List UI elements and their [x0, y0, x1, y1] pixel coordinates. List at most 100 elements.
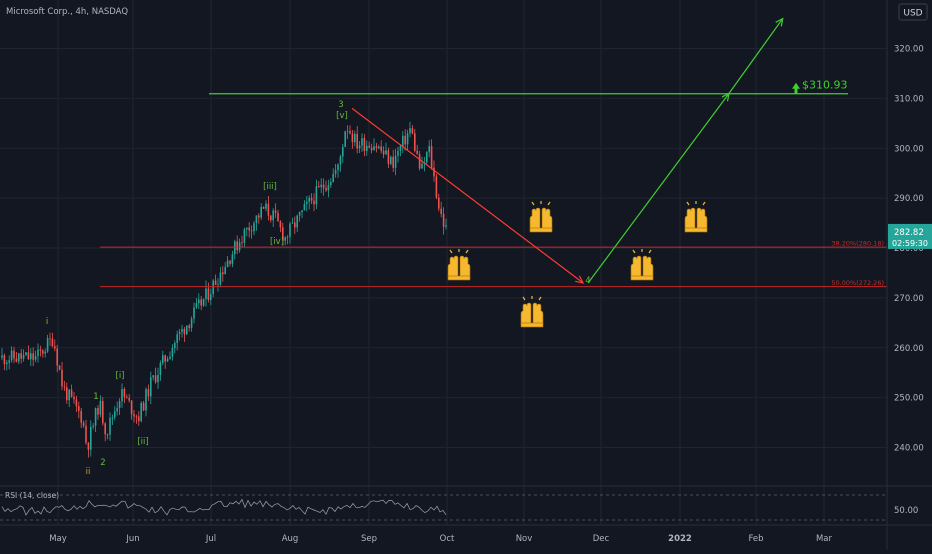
candle-body — [253, 223, 255, 232]
time-tick-label: Dec — [593, 534, 610, 544]
candle-body — [262, 206, 265, 209]
candle-body — [82, 422, 85, 426]
candle-body — [118, 401, 121, 409]
candle-body — [123, 388, 126, 398]
wave-label: [v] — [336, 111, 348, 121]
rsi-pane[interactable] — [0, 494, 887, 521]
candle-body — [181, 328, 183, 332]
candle-body — [166, 358, 169, 362]
candle-body — [92, 425, 94, 427]
price-tick-label: 290.00 — [894, 194, 924, 204]
candle-body — [330, 181, 332, 186]
candle-body — [277, 212, 279, 222]
candle-body — [320, 184, 322, 188]
candle-body — [390, 156, 392, 164]
candle-body — [380, 146, 382, 151]
candle-body — [1, 355, 3, 358]
candle-body — [265, 203, 267, 209]
candle-body — [109, 417, 111, 435]
candle-body — [20, 353, 22, 359]
candle-body — [54, 346, 56, 349]
candle-body — [44, 351, 46, 354]
target-price-label: $310.93 — [802, 79, 848, 92]
candles-layer — [1, 121, 447, 458]
arrow-head-icon — [575, 275, 585, 284]
candle-body — [75, 399, 78, 407]
candle-body — [286, 236, 289, 238]
candle-body — [327, 185, 330, 191]
time-tick-label: May — [49, 534, 67, 544]
candle-body — [416, 150, 418, 155]
time-tick-label: Sep — [361, 534, 377, 544]
candle-body — [200, 299, 202, 306]
candle-body — [78, 406, 80, 411]
candle-body — [421, 163, 423, 169]
candle-body — [87, 442, 90, 450]
projection-down-line[interactable] — [351, 107, 584, 284]
candle-body — [322, 184, 325, 188]
currency-label[interactable]: USD — [903, 9, 922, 19]
candle-body — [164, 355, 166, 362]
candle-body — [210, 294, 212, 301]
candle-body — [310, 197, 313, 201]
wave-label: ii — [86, 467, 91, 477]
candle-body — [186, 325, 188, 335]
candle-body — [241, 242, 243, 244]
price-tick-label: 280.00 — [894, 244, 924, 254]
candle-body — [142, 402, 145, 411]
candle-body — [188, 325, 190, 328]
candle-body — [174, 342, 176, 349]
candle-body — [445, 225, 447, 227]
price-axis[interactable]: 320.00 310.00 300.00 290.00 280.00 270.00 260.… — [894, 45, 924, 454]
candle-body — [366, 145, 368, 151]
wave-label: 1 — [93, 392, 98, 402]
candle-body — [30, 353, 32, 360]
candle-body — [3, 355, 6, 365]
candle-body — [418, 154, 421, 169]
candle-body — [282, 227, 284, 241]
candle-body — [397, 150, 399, 156]
candle-body — [154, 375, 157, 383]
candle-body — [150, 377, 152, 397]
candle-body — [34, 356, 37, 360]
candle-body — [325, 187, 327, 191]
candle-body — [344, 131, 346, 147]
time-tick-label: Jun — [125, 534, 139, 544]
candle-body — [190, 318, 193, 328]
candle-body — [411, 128, 414, 134]
time-tick-label: Feb — [748, 534, 763, 544]
candle-body — [346, 130, 349, 132]
time-tick-label: Mar — [816, 534, 833, 544]
candle-body — [224, 267, 226, 275]
candle-body — [212, 280, 214, 295]
candle-body — [250, 230, 253, 232]
candle-body — [104, 423, 106, 435]
candle-body — [255, 215, 258, 224]
fib-levels: 38.20%(280.18) 50.00%(272.26) — [100, 240, 887, 288]
candle-body — [202, 298, 205, 306]
candle-body — [258, 215, 260, 218]
fib-level-label: 50.00%(272.26) — [831, 279, 884, 287]
candle-body — [289, 223, 291, 237]
candle-body — [56, 348, 58, 366]
time-axis[interactable]: May Jun Jul Aug Sep Oct Nov Dec 2022 Feb Mar — [49, 534, 832, 544]
wave-label: [i] — [116, 371, 125, 381]
raising-hands-icon — [529, 201, 553, 233]
candle-body — [15, 358, 18, 362]
candle-body — [387, 150, 390, 164]
candle-body — [440, 208, 442, 214]
candle-body — [157, 374, 159, 383]
candle-body — [361, 138, 363, 146]
candle-body — [133, 414, 135, 417]
wave-label: [iv] — [270, 237, 284, 247]
candle-body — [392, 156, 394, 168]
price-tick-label: 250.00 — [894, 394, 924, 404]
candle-body — [373, 146, 375, 151]
candle-body — [61, 369, 63, 387]
candle-body — [128, 397, 130, 401]
candle-body — [68, 389, 70, 401]
candle-body — [205, 288, 207, 299]
